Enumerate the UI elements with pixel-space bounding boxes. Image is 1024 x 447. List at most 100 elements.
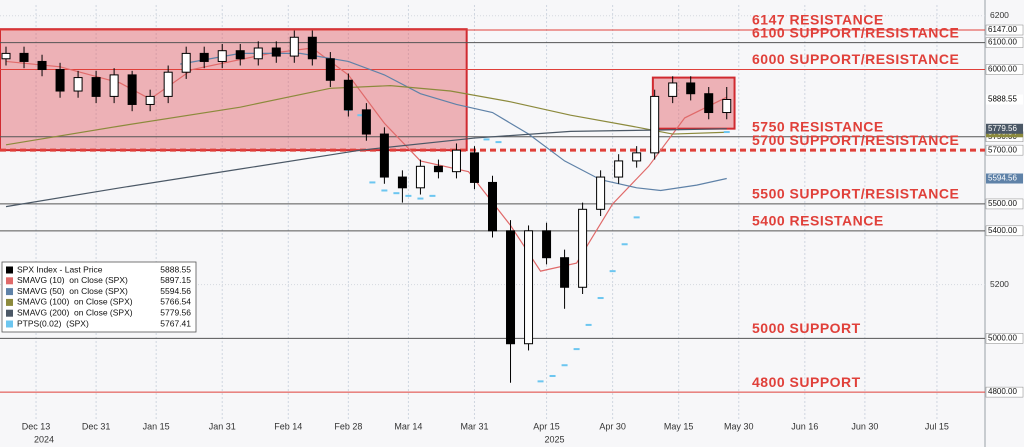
level-annotation: 5000 SUPPORT xyxy=(752,320,861,336)
legend-value: 5888.55 xyxy=(160,264,191,274)
ptps-dot xyxy=(369,181,376,184)
ptps-dot xyxy=(549,374,556,377)
ptps-dot xyxy=(537,380,544,383)
legend-label: SMAVG (200) on Close (SPX) xyxy=(17,307,133,317)
ptps-dot xyxy=(561,364,568,367)
axis-tag: 5000.00 xyxy=(988,333,1017,342)
x-tick-label: Jun 30 xyxy=(851,421,878,431)
candle-body xyxy=(145,95,155,105)
legend-swatch xyxy=(6,298,13,306)
candle-body xyxy=(163,71,173,97)
candle-body xyxy=(722,98,732,114)
candle-body xyxy=(343,79,353,111)
moving-average-line xyxy=(5,47,728,272)
axis-tag-box xyxy=(985,386,1024,398)
axis-tag-box xyxy=(985,144,1024,156)
axis-tag: 6000.00 xyxy=(988,65,1017,74)
x-tick-label: Dec 31 xyxy=(82,421,111,431)
ptps-dot xyxy=(723,131,730,134)
last-value-tag: 5779.56 xyxy=(988,124,1017,133)
candle-body xyxy=(73,77,83,92)
level-annotation: 6147 RESISTANCE xyxy=(752,12,884,28)
candle-body xyxy=(415,165,425,189)
last-value-tag: 5594.56 xyxy=(988,174,1017,183)
moving-average-line xyxy=(5,85,727,146)
x-tick-label: Jul 15 xyxy=(925,421,949,431)
x-tick-label: Apr 15 xyxy=(533,421,560,431)
legend-swatch xyxy=(6,277,13,285)
candle-body xyxy=(181,52,191,73)
axis-tag: 6100.00 xyxy=(988,38,1017,47)
ptps-dot xyxy=(609,270,616,273)
axis-tag: 5400.00 xyxy=(988,226,1017,235)
x-tick-label: Apr 30 xyxy=(599,421,626,431)
level-annotation: 5500 SUPPORT/RESISTANCE xyxy=(752,186,959,202)
axis-tag-box xyxy=(985,64,1024,75)
candle-body xyxy=(1,52,11,60)
ptps-dot xyxy=(429,194,436,197)
candle-body xyxy=(91,77,101,97)
x-tick-label: Mar 31 xyxy=(460,421,488,431)
ptps-dot xyxy=(357,114,364,117)
candle-body xyxy=(668,82,678,97)
x-tick-label: Jun 16 xyxy=(791,421,818,431)
candle-body xyxy=(37,60,47,71)
x-tick-label: Mar 14 xyxy=(394,421,422,431)
candle-body xyxy=(253,47,263,60)
ptps-dot xyxy=(417,197,424,200)
candle-body xyxy=(560,257,570,288)
axis-tag-box xyxy=(985,225,1024,237)
candle-body xyxy=(469,152,479,183)
last-value-tag: 5888.55 xyxy=(988,95,1017,104)
x-tick-label: Feb 28 xyxy=(334,421,362,431)
candle-body xyxy=(397,176,407,189)
legend-box xyxy=(1,261,197,333)
axis-tag: 4800.00 xyxy=(988,387,1017,396)
ptps-dot xyxy=(483,138,490,141)
level-annotation: 4800 SUPPORT xyxy=(752,374,861,390)
legend-swatch xyxy=(6,309,13,317)
candle-body xyxy=(524,230,534,345)
candle-body xyxy=(379,133,389,178)
x-tick-label: Jan 31 xyxy=(209,421,236,431)
candle-body xyxy=(614,160,624,178)
legend-value: 5594.56 xyxy=(160,286,191,296)
axis-tag: 5500.00 xyxy=(988,199,1017,208)
last-value-tag-box xyxy=(986,123,1023,134)
y-tick-label: 6200 xyxy=(990,10,1009,20)
axis-tag-box xyxy=(985,333,1024,344)
ptps-dot xyxy=(633,216,640,219)
x-tick-label: Jan 15 xyxy=(143,421,170,431)
candle-body xyxy=(704,93,714,114)
legend-value: 5779.56 xyxy=(160,307,191,317)
moving-average-line xyxy=(5,128,727,208)
candle-body xyxy=(55,69,65,92)
candle-body xyxy=(578,208,588,288)
legend-label: SPX Index - Last Price xyxy=(17,264,103,274)
candle-body xyxy=(433,165,443,173)
last-value-tag-box xyxy=(986,94,1023,105)
candle-body xyxy=(307,36,317,60)
candle-body xyxy=(650,95,660,154)
candle-body xyxy=(19,52,29,62)
level-annotation: 6000 SUPPORT/RESISTANCE xyxy=(752,51,959,67)
candle-body xyxy=(632,152,642,162)
candle-body xyxy=(271,47,281,57)
legend-value: 5897.15 xyxy=(160,275,191,285)
level-annotation: 6100 SUPPORT/RESISTANCE xyxy=(752,24,959,40)
candle-body xyxy=(686,82,696,95)
x-tick-label: Dec 13 xyxy=(22,421,51,431)
legend-value: 5767.41 xyxy=(160,318,191,328)
level-annotation: 5750 RESISTANCE xyxy=(752,118,884,134)
candle-body xyxy=(199,52,209,62)
axis-tag-box xyxy=(985,37,1024,48)
level-annotation: 5400 RESISTANCE xyxy=(752,213,884,229)
candle-body xyxy=(289,36,299,57)
x-year-label: 2024 xyxy=(34,434,54,444)
ptps-dot xyxy=(405,194,412,197)
x-tick-label: May 30 xyxy=(724,421,754,431)
ptps-dot xyxy=(597,297,604,300)
candle-body xyxy=(361,109,371,135)
